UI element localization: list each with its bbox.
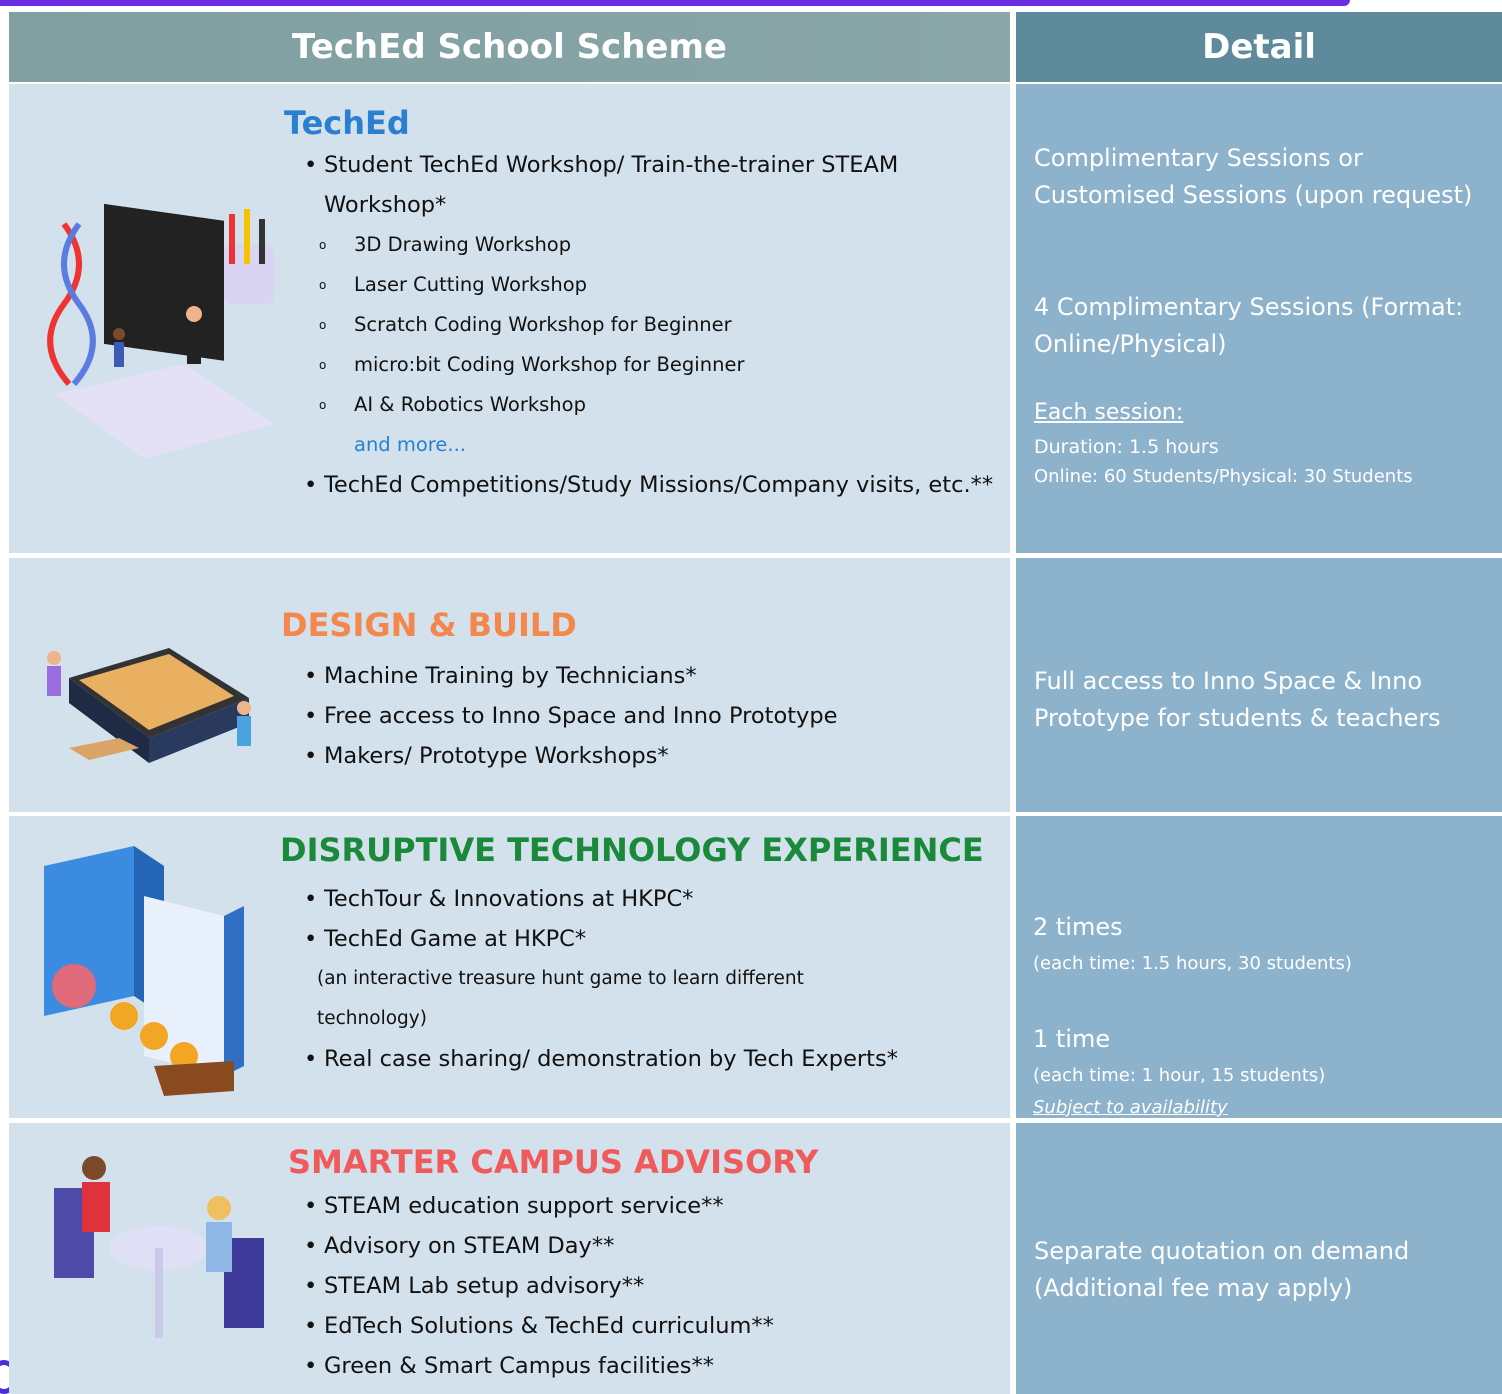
illustration — [47, 648, 251, 763]
row-left: DISRUPTIVE TECHNOLOGY EXPERIENCE TechTou… — [9, 816, 1010, 1118]
section-title: DISRUPTIVE TECHNOLOGY EXPERIENCE — [280, 831, 984, 869]
section-title: SMARTER CAMPUS ADVISORY — [288, 1143, 819, 1181]
sub-item: Laser Cutting Workshop — [304, 265, 994, 305]
section-title: DESIGN & BUILD — [281, 606, 577, 644]
detail-text: Separate quotation on demand (Additional… — [1034, 1237, 1410, 1302]
sub-item: AI & Robotics Workshop — [304, 385, 994, 425]
detail-text: 1 time — [1033, 1025, 1111, 1053]
sub-item: Scratch Coding Workshop for Beginner — [304, 305, 994, 345]
bullet: Advisory on STEAM Day** — [304, 1226, 1004, 1266]
bullet: STEAM Lab setup advisory** — [304, 1266, 1004, 1306]
session-note: Duration: 1.5 hours — [1034, 436, 1219, 458]
row-right: Complimentary Sessions or Customised Ses… — [1016, 84, 1502, 553]
illustration — [44, 846, 244, 1096]
row-right: 2 times (each time: 1.5 hours, 30 studen… — [1016, 816, 1502, 1118]
detail-note: (each time: 1.5 hours, 30 students) — [1033, 953, 1352, 974]
row-left: DESIGN & BUILD Machine Training by Techn… — [9, 558, 1010, 812]
session-heading: Each session: — [1034, 400, 1184, 425]
bullet: TechTour & Innovations at HKPC* — [304, 879, 904, 919]
section-title: TechEd — [284, 104, 410, 142]
bullet: Student TechEd Workshop/ Train-the-train… — [304, 145, 994, 225]
detail-text: Complimentary Sessions or Customised Ses… — [1034, 144, 1473, 209]
header-scheme: TechEd School Scheme — [9, 12, 1010, 82]
top-bar — [0, 0, 1350, 6]
detail-text: Full access to Inno Space & Inno Prototy… — [1034, 667, 1441, 732]
game-note: (an interactive treasure hunt game to le… — [317, 968, 804, 1029]
detail-text: 4 Complimentary Sessions (Format: Online… — [1034, 293, 1464, 358]
sub-item: 3D Drawing Workshop — [304, 225, 994, 265]
row-left: TechEd Student TechEd Workshop/ Train-th… — [9, 84, 1010, 553]
detail-note: (each time: 1 hour, 15 students) — [1033, 1065, 1326, 1086]
bullet: EdTech Solutions & TechEd curriculum** — [304, 1306, 1004, 1346]
more-link: and more... — [354, 433, 466, 456]
row-right: Separate quotation on demand (Additional… — [1016, 1123, 1502, 1394]
session-note: Online: 60 Students/Physical: 30 Student… — [1034, 466, 1413, 487]
bullet: Real case sharing/ demonstration by Tech… — [304, 1039, 904, 1079]
bullet: TechEd Game at HKPC* — [304, 919, 904, 959]
row-left: SMARTER CAMPUS ADVISORY STEAM education … — [9, 1123, 1010, 1394]
bullet: Free access to Inno Space and Inno Proto… — [304, 696, 1004, 736]
header-detail: Detail — [1016, 12, 1502, 82]
row-right: Full access to Inno Space & Inno Prototy… — [1016, 558, 1502, 812]
sub-item: micro:bit Coding Workshop for Beginner — [304, 345, 994, 385]
availability: Subject to availability — [1033, 1097, 1228, 1118]
bullet: STEAM education support service** — [304, 1186, 1004, 1226]
bullet: Makers/ Prototype Workshops* — [304, 736, 1004, 776]
illustration — [47, 203, 274, 459]
illustration — [54, 1156, 264, 1338]
bullet: TechEd Competitions/Study Missions/Compa… — [304, 465, 994, 505]
detail-text: 2 times — [1033, 913, 1123, 941]
bullet: Machine Training by Technicians* — [304, 656, 1004, 696]
bullet: Green & Smart Campus facilities** — [304, 1346, 1004, 1386]
